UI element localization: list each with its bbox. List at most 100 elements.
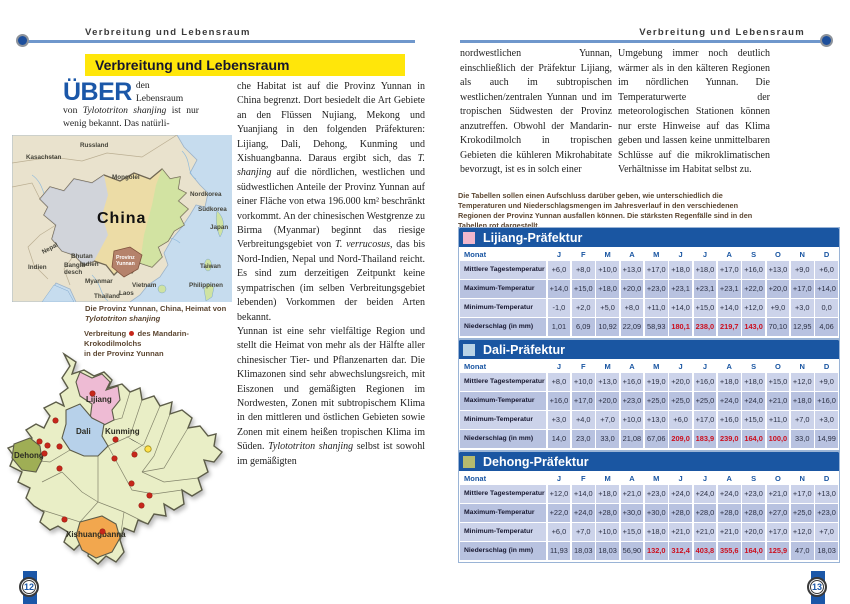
table-cell: +7,0	[571, 523, 595, 541]
taiwan-island	[204, 258, 212, 272]
table-cell: +17,0	[717, 261, 741, 279]
table-cell: +18,0	[669, 261, 692, 279]
table-cell: +18,0	[644, 523, 668, 541]
table-cell: +10,0	[571, 373, 595, 391]
section-title: Verbreitung und Lebensraum	[85, 54, 405, 76]
table-row: Maximum-Temperatur +16,0 +17,0 +20,0 +23,0 +2…	[459, 392, 839, 410]
table-cell: +24,0	[669, 485, 692, 503]
table-cell: +22,0	[547, 504, 571, 522]
table-title: Dehong-Präfektur	[483, 454, 589, 469]
table-cell: +24,0	[717, 485, 741, 503]
distribution-dot-icon	[62, 517, 67, 522]
table-cell: +10,0	[620, 411, 644, 429]
table-cell: +21,0	[766, 392, 790, 410]
table-cell: 6,09	[571, 318, 595, 336]
table-cell: 14,0	[547, 430, 571, 448]
table-cell: +3,0	[790, 299, 814, 317]
table-cell: +17,0	[790, 280, 814, 298]
table-cell: +17,0	[644, 261, 668, 279]
table-cell: +8,0	[620, 299, 644, 317]
table-cell: 18,03	[596, 542, 619, 560]
table-cell: +6,0	[815, 261, 838, 279]
month-header-cell: O	[766, 472, 790, 484]
right-text-column-2: Umgebung immer noch deutlich wärmer als …	[618, 47, 770, 178]
table-cell: 12,95	[790, 318, 814, 336]
month-header-cell: M	[644, 472, 668, 484]
table-cell: +24,0	[742, 392, 765, 410]
month-header-cell: J	[669, 360, 692, 372]
distribution-dot-icon	[45, 443, 50, 448]
region-lijiang	[75, 371, 121, 427]
table-cell: +21,0	[669, 523, 692, 541]
region-xishuangbanna	[75, 515, 121, 559]
distribution-dot-icon	[53, 418, 58, 423]
month-header-cell: M	[644, 360, 668, 372]
distribution-dot-icon	[37, 439, 42, 444]
table-row: Niederschlag (in mm) 1,01 6,09 10,92 22,09 58…	[459, 318, 839, 336]
table-cell: +18,0	[693, 261, 717, 279]
table-cell: +11,0	[766, 411, 790, 429]
row-label: Minimum-Temperatur	[460, 411, 546, 429]
table-cell: +25,0	[790, 504, 814, 522]
table-cell: +9,0	[790, 261, 814, 279]
table-cell: +16,0	[693, 373, 717, 391]
table-cell: +15,0	[693, 299, 717, 317]
distribution-dot-icon	[113, 437, 118, 442]
table-color-swatch-icon	[463, 343, 475, 356]
table-cell: +18,0	[742, 373, 765, 391]
japan-islands	[215, 210, 224, 238]
table-cell: +25,0	[693, 392, 717, 410]
left-text-column: che Habitat ist auf die Provinz Yunnan i…	[237, 80, 425, 469]
table-cell: 1,01	[547, 318, 571, 336]
table-cell: 23,0	[571, 430, 595, 448]
table-cell: +15,0	[571, 280, 595, 298]
month-label: Monat	[460, 360, 546, 372]
month-header-cell: O	[766, 248, 790, 260]
table-cell: +4,0	[571, 411, 595, 429]
distribution-dot-icon	[57, 466, 62, 471]
distribution-dot-icon	[112, 456, 117, 461]
month-header-cell: D	[815, 360, 838, 372]
table-cell: +13,0	[644, 411, 668, 429]
row-label: Niederschlag (in mm)	[460, 318, 546, 336]
distribution-dot-icon	[57, 444, 62, 449]
yunnan-map-graphic	[6, 351, 223, 565]
table-cell: +28,0	[669, 504, 692, 522]
table-cell: +23,0	[815, 504, 838, 522]
table-cell: +21,0	[693, 523, 717, 541]
table-cell: +23,1	[717, 280, 741, 298]
table-title-bar: Lijiang-Präfektur	[459, 228, 839, 247]
table-cell: +28,0	[596, 504, 619, 522]
table-cell: 10,92	[596, 318, 619, 336]
month-header-cell: J	[693, 360, 717, 372]
header-rule-right	[460, 40, 823, 43]
table-cell: +21,0	[620, 485, 644, 503]
row-label: Mittlere Tagestemperatur	[460, 373, 546, 391]
page-number-right: 13	[807, 577, 827, 597]
climate-table: Lijiang-Präfektur Monat J F M A M J J A S O N D Mittle…	[458, 227, 840, 339]
table-cell: +3,0	[815, 411, 838, 429]
table-title-bar: Dali-Präfektur	[459, 340, 839, 359]
table-cell: +21,0	[717, 523, 741, 541]
table-cell: +15,0	[766, 373, 790, 391]
table-cell: +18,0	[717, 373, 741, 391]
table-cell: +6,0	[669, 411, 692, 429]
table-title-bar: Dehong-Präfektur	[459, 452, 839, 471]
table-cell: +16,0	[547, 392, 571, 410]
table-cell: +10,0	[596, 261, 619, 279]
table-cell: 312,4	[669, 542, 692, 560]
kunming-city-dot	[144, 445, 152, 453]
table-cell: 239,0	[717, 430, 741, 448]
yunnan-map: Lijiang Dali Dehong Kunming Xishuangbanna	[2, 351, 238, 590]
table-cell: +16,0	[742, 261, 765, 279]
table-cell: +14,0	[669, 299, 692, 317]
table-cell: +20,0	[742, 523, 765, 541]
month-header-cell: J	[669, 472, 692, 484]
table-cell: +11,0	[644, 299, 668, 317]
row-label: Mittlere Tagestemperatur	[460, 261, 546, 279]
table-cell: +18,0	[790, 392, 814, 410]
table-cell: +24,0	[693, 485, 717, 503]
table-cell: +10,0	[596, 523, 619, 541]
row-label: Niederschlag (in mm)	[460, 542, 546, 560]
